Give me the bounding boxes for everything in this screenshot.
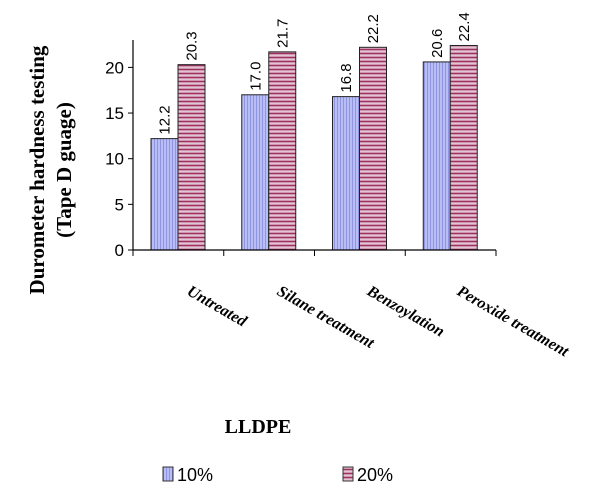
y-tick-label-15: 15 xyxy=(105,104,124,123)
bar-10pct-1 xyxy=(241,94,270,251)
legend-label-20: 20% xyxy=(357,465,393,485)
x-tick-label-1: Silane treatment xyxy=(274,283,377,352)
legend-swatch-20 xyxy=(342,466,354,482)
bar-20pct-1 xyxy=(268,51,297,251)
bar-10pct-3 xyxy=(422,61,451,251)
data-label-20pct-1: 21.7 xyxy=(274,19,291,48)
legend-label-10: 10% xyxy=(177,465,213,485)
y-tick-label-5: 5 xyxy=(115,195,124,214)
y-tick-label-10: 10 xyxy=(105,150,124,169)
bar-20pct-2 xyxy=(359,46,387,251)
y-tick-label-20: 20 xyxy=(105,58,124,77)
data-label-10pct-1: 17.0 xyxy=(247,62,264,91)
data-label-20pct-2: 22.2 xyxy=(365,14,382,43)
data-label-10pct-2: 16.8 xyxy=(338,63,355,92)
x-axis-label: LLDPE xyxy=(225,416,292,438)
data-label-20pct-0: 20.3 xyxy=(184,31,201,60)
y-axis-label-line-2: (Tape D guage) xyxy=(52,102,76,238)
x-tick-label-3: Peroxide treatment xyxy=(453,282,572,360)
legend-swatch-10 xyxy=(162,466,174,482)
y-axis-label: Durometer hardness testing (Tape D guage… xyxy=(25,45,76,294)
bar-10pct-0 xyxy=(150,138,179,251)
y-tick-label-0: 0 xyxy=(115,241,124,260)
x-tick-label-2: Benzoylation xyxy=(363,282,447,340)
bar-20pct-3 xyxy=(449,44,478,251)
y-axis-label-line-1: Durometer hardness testing xyxy=(25,45,49,294)
legend: 10% 20% xyxy=(162,465,393,485)
plot-area: 12.2 20.3 17.0 21.7 16.8 22.2 20.6 22.4 xyxy=(150,12,478,251)
x-tick-label-0: Untreated xyxy=(184,283,250,331)
data-label-10pct-3: 20.6 xyxy=(429,29,446,58)
bar-20pct-0 xyxy=(177,64,206,251)
data-label-20pct-3: 22.4 xyxy=(456,12,473,41)
y-ticks: 0 5 10 15 20 xyxy=(105,58,497,260)
data-label-10pct-0: 12.2 xyxy=(157,105,174,134)
bar-10pct-2 xyxy=(332,96,360,251)
